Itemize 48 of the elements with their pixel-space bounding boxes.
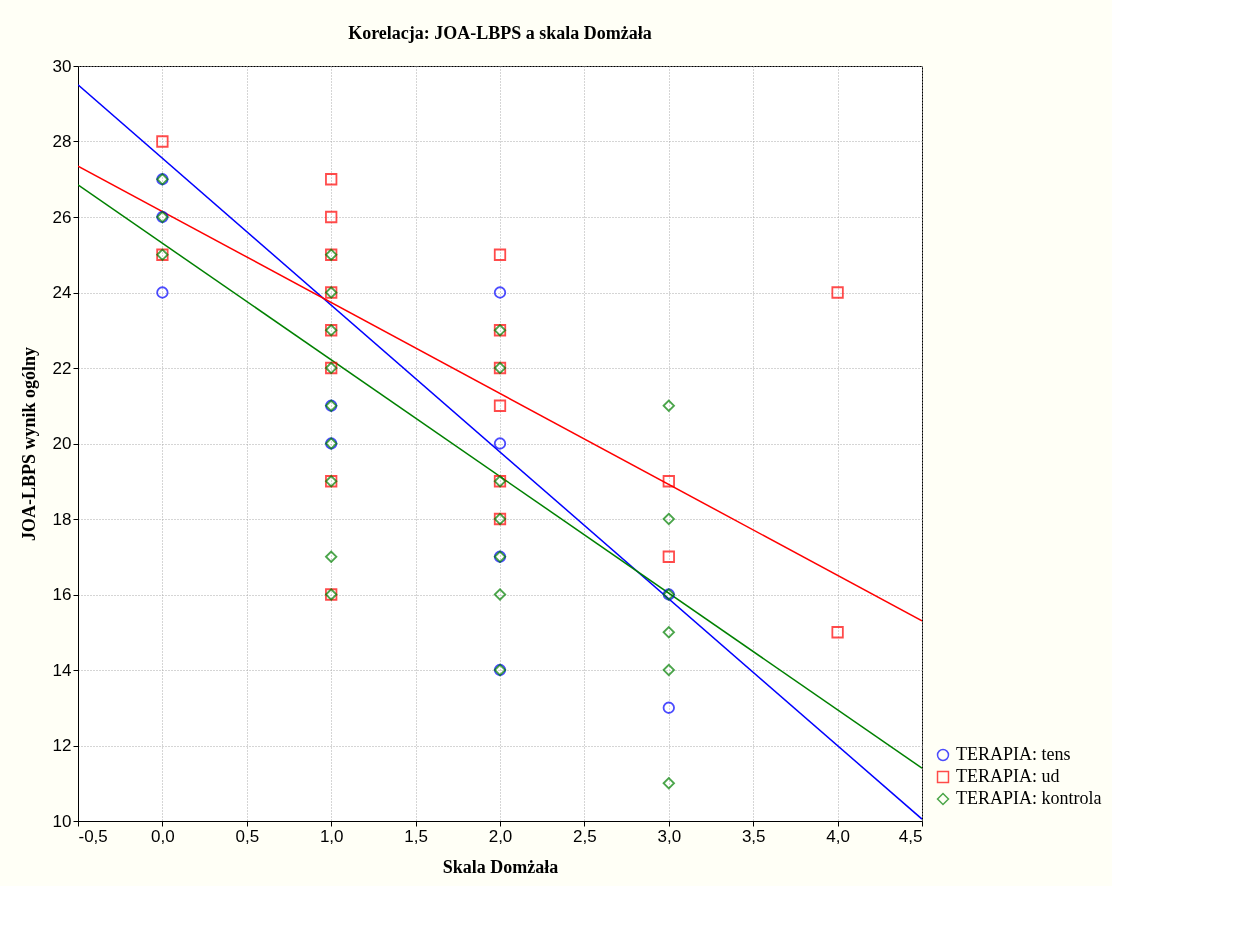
- y-tick-label: 14: [52, 660, 72, 680]
- x-tick-label: 0,0: [151, 826, 175, 846]
- point: [662, 626, 675, 639]
- legend-label: TERAPIA: tens: [956, 744, 1071, 764]
- point: [662, 475, 675, 488]
- x-tick-label: 2,0: [488, 826, 513, 846]
- x-tick-label: 0,5: [235, 826, 260, 846]
- point: [662, 550, 675, 563]
- point: [493, 286, 507, 299]
- y-axis-title: JOA-LBPS wynik ogólny: [18, 346, 39, 542]
- point: [662, 512, 675, 526]
- x-axis-title: Skala Domżała: [442, 856, 559, 877]
- point: [831, 286, 844, 299]
- y-tick-label: 30: [52, 56, 72, 76]
- x-tick-label: 3,5: [741, 826, 766, 846]
- y-tick-label: 20: [52, 434, 72, 453]
- point: [662, 663, 675, 677]
- x-tick-label: 3,0: [657, 826, 682, 846]
- point: [156, 135, 169, 148]
- x-tick-label: 2,5: [573, 826, 597, 846]
- point: [493, 437, 507, 450]
- x-tick-label: 1,5: [404, 826, 428, 846]
- y-tick-label: 28: [52, 132, 72, 151]
- y-tick-label: 26: [52, 207, 72, 227]
- point: [662, 777, 675, 790]
- x-tick-label: 4,5: [898, 826, 923, 846]
- x-tick-label: -0,5: [78, 826, 108, 846]
- y-tick-label: 24: [52, 283, 72, 302]
- point: [325, 173, 338, 186]
- point: [493, 248, 507, 261]
- point: [831, 626, 844, 639]
- chart-title: Korelacja: JOA-LBPS a skala Domżała: [348, 23, 652, 43]
- point: [662, 701, 675, 714]
- y-tick-label: 18: [52, 509, 72, 529]
- point: [325, 550, 338, 563]
- y-tick-label: 12: [52, 736, 72, 755]
- x-tick-label: 4,0: [826, 826, 850, 846]
- legend-label: TERAPIA: ud: [956, 766, 1060, 786]
- y-tick-label: 10: [52, 811, 72, 831]
- x-tick-label: 1,0: [319, 826, 344, 846]
- y-tick-label: 16: [52, 585, 72, 604]
- point: [156, 286, 169, 299]
- point: [493, 588, 507, 601]
- point: [493, 399, 507, 412]
- point: [325, 210, 338, 224]
- point: [662, 399, 675, 412]
- y-tick-label: 22: [52, 358, 72, 378]
- legend-label: TERAPIA: kontrola: [956, 788, 1102, 808]
